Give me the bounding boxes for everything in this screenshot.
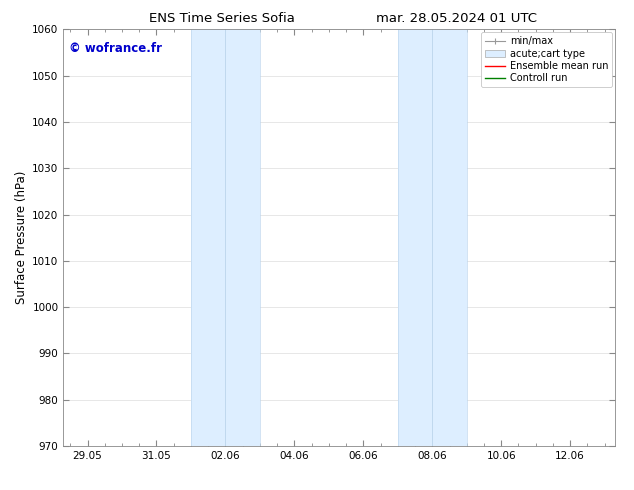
Text: mar. 28.05.2024 01 UTC: mar. 28.05.2024 01 UTC <box>376 12 537 25</box>
Text: ENS Time Series Sofia: ENS Time Series Sofia <box>149 12 295 25</box>
Bar <box>398 29 467 446</box>
Text: © wofrance.fr: © wofrance.fr <box>69 42 162 55</box>
Bar <box>191 29 260 446</box>
Legend: min/max, acute;cart type, Ensemble mean run, Controll run: min/max, acute;cart type, Ensemble mean … <box>481 32 612 87</box>
Y-axis label: Surface Pressure (hPa): Surface Pressure (hPa) <box>15 171 28 304</box>
